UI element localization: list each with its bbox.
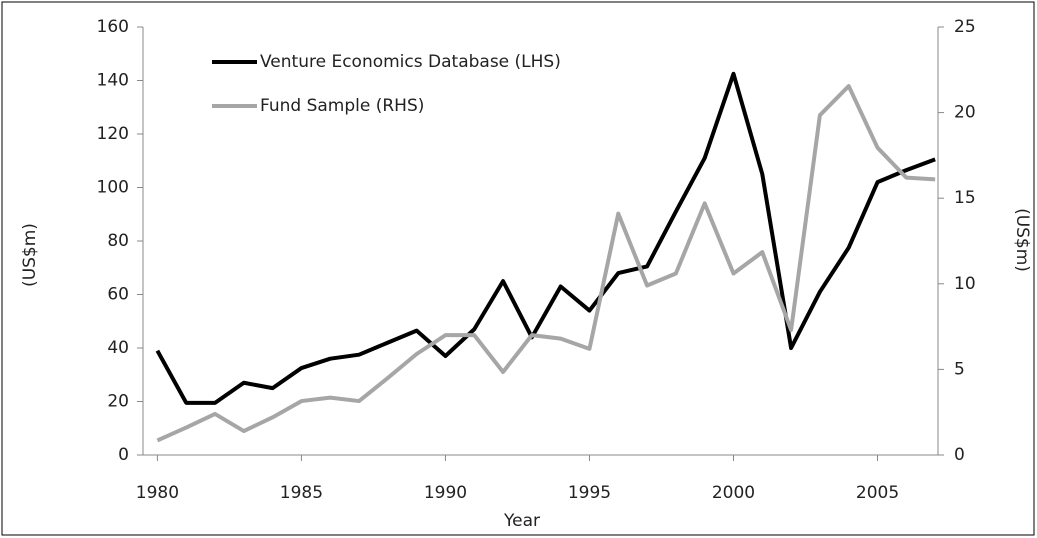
x-axis-title: Year: [503, 511, 540, 531]
y2-tick-label: 25: [954, 17, 976, 37]
y-tick-label: 40: [107, 338, 129, 358]
x-tick-label: 1995: [568, 483, 611, 503]
y2-tick-label: 10: [954, 274, 976, 294]
x-tick-label: 1985: [280, 483, 323, 503]
x-tick-label: 2005: [856, 483, 899, 503]
y2-tick-label: 5: [954, 359, 965, 379]
y2-axis-title: (US$m): [1012, 208, 1032, 272]
legend-label: Venture Economics Database (LHS): [260, 52, 561, 72]
y-tick-label: 0: [118, 445, 129, 465]
x-tick-label: 1990: [424, 483, 467, 503]
y-tick-label: 160: [97, 17, 129, 37]
series-line: [155, 71, 936, 405]
y-tick-label: 80: [107, 231, 129, 251]
y2-tick-label: 0: [954, 445, 965, 465]
legend-label: Fund Sample (RHS): [260, 96, 424, 116]
y-axis-title: (US$m): [20, 223, 40, 287]
y-tick-label: 60: [107, 285, 129, 305]
y-tick-label: 140: [97, 71, 129, 91]
y-tick-label: 120: [97, 124, 129, 144]
x-tick-label: 1980: [136, 483, 179, 503]
y2-tick-label: 20: [954, 103, 976, 123]
y2-tick-label: 15: [954, 188, 976, 208]
x-tick-label: 2000: [712, 483, 755, 503]
series-line: [156, 84, 936, 443]
y-tick-label: 20: [107, 392, 129, 412]
y-tick-label: 100: [97, 178, 129, 198]
